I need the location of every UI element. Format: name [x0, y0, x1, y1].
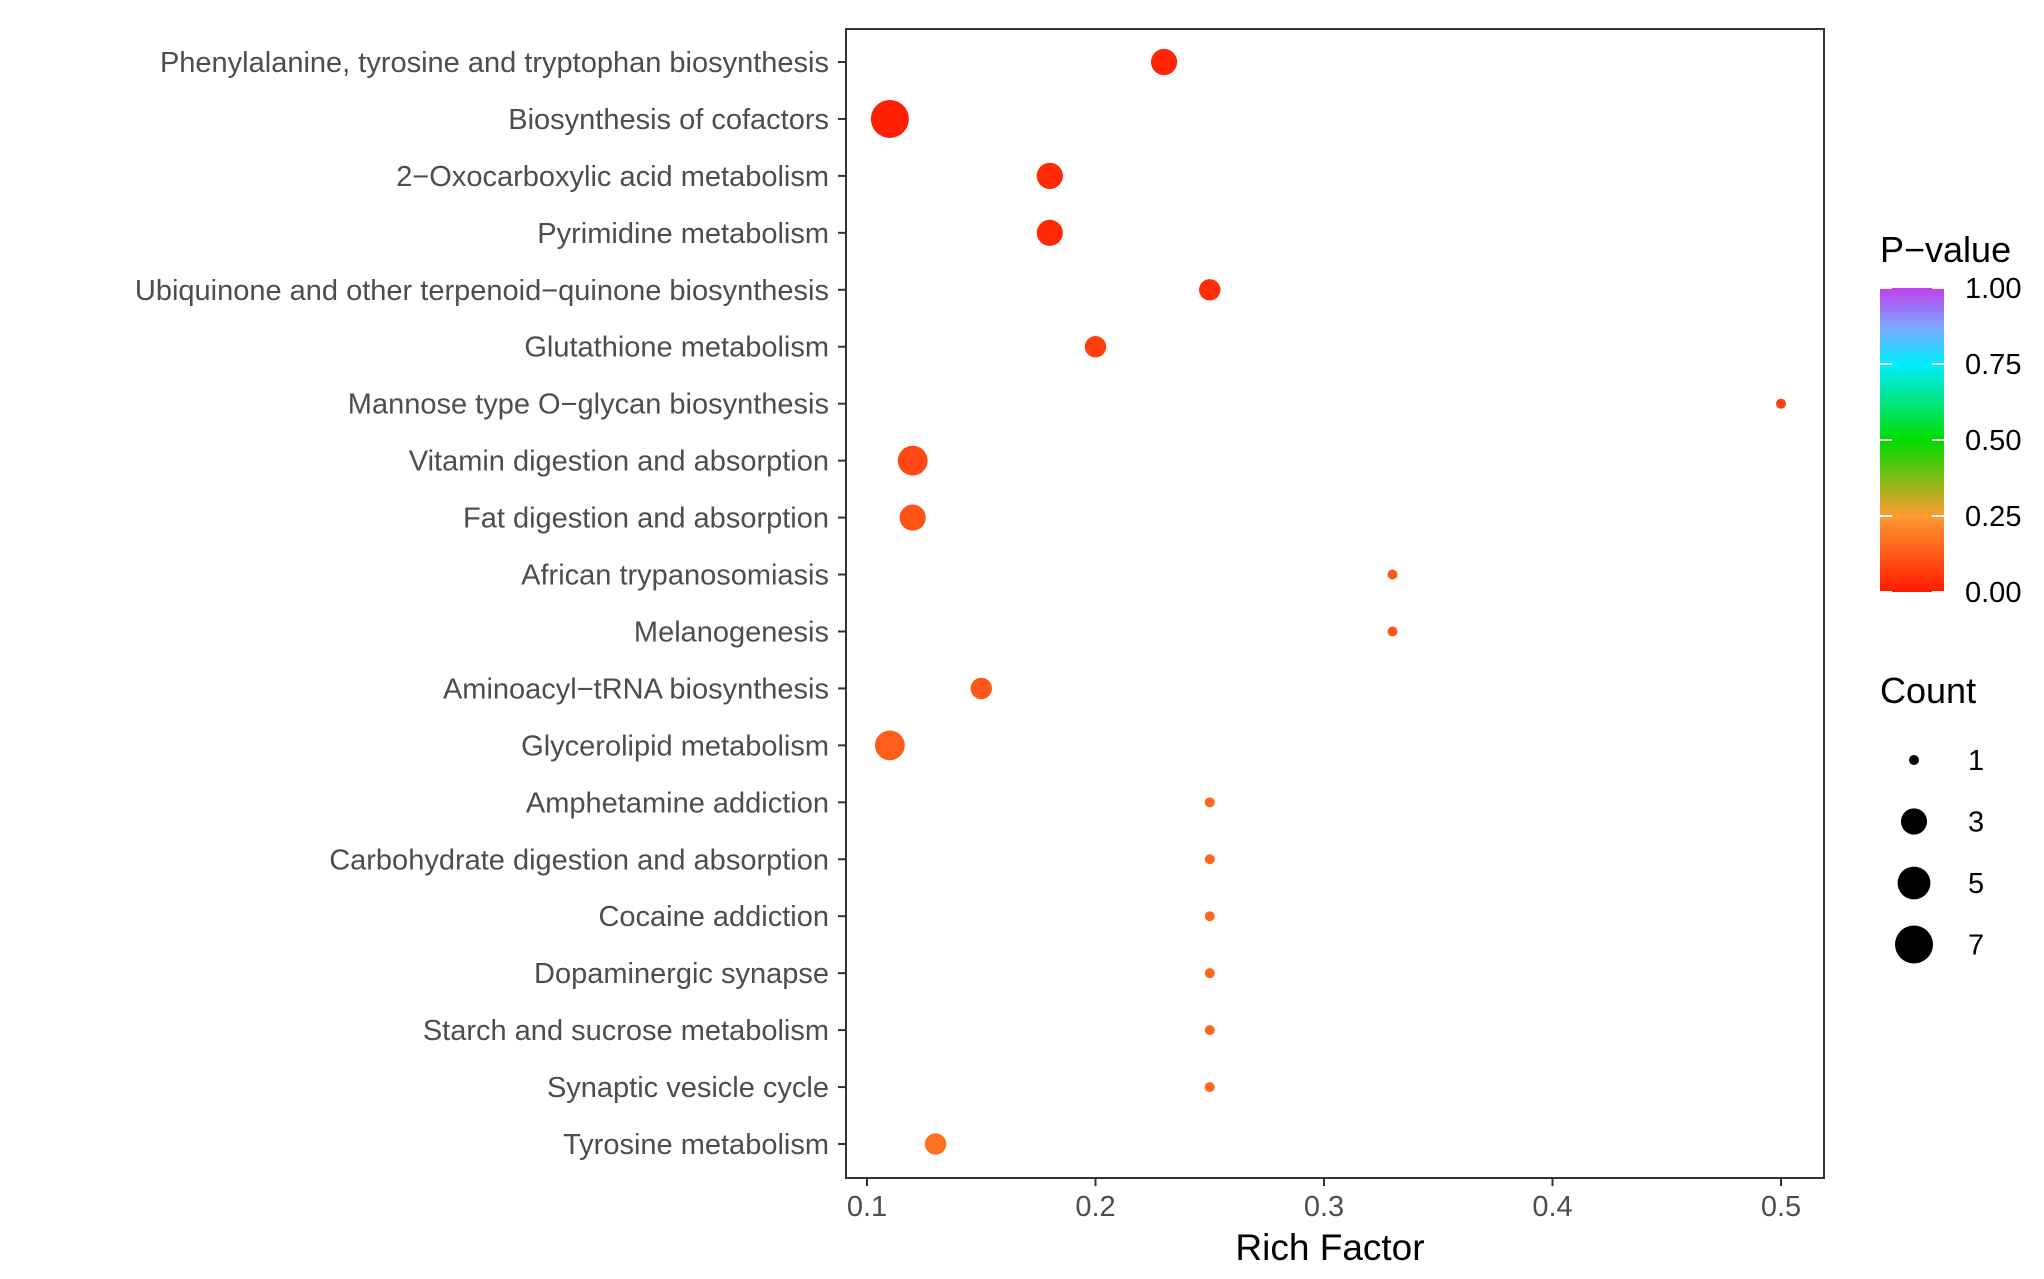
data-point — [897, 445, 928, 476]
y-tick-label: Dopaminergic synapse — [534, 958, 829, 990]
y-tick-label: African trypanosomiasis — [521, 560, 829, 592]
y-tick-label: Glutathione metabolism — [524, 332, 829, 364]
data-point — [1204, 1025, 1215, 1036]
colorbar-label: 0.00 — [1965, 577, 2021, 609]
y-tick-label: Starch and sucrose metabolism — [423, 1015, 829, 1047]
y-tick-label: Glycerolipid metabolism — [521, 730, 829, 762]
size-legend-dot — [1897, 866, 1931, 900]
colorbar-label: 0.25 — [1965, 501, 2021, 533]
size-legend-label: 3 — [1968, 807, 1984, 839]
x-tick-label: 0.2 — [1075, 1191, 1115, 1223]
data-point — [924, 1133, 947, 1155]
data-point — [1776, 398, 1786, 409]
colorbar-label: 0.50 — [1965, 425, 2021, 457]
data-point — [1204, 968, 1215, 979]
data-point — [1036, 219, 1063, 246]
size-legend-dot — [1900, 808, 1928, 835]
data-point — [1204, 797, 1215, 808]
size-legend-label: 5 — [1968, 868, 1984, 900]
data-point — [1387, 569, 1398, 580]
data-point — [870, 99, 909, 138]
size-legend-label: 7 — [1968, 930, 1984, 962]
y-tick-label: Amphetamine addiction — [526, 787, 829, 819]
x-tick-label: 0.5 — [1761, 1191, 1801, 1223]
y-tick-label: Phenylalanine, tyrosine and tryptophan b… — [160, 47, 829, 79]
data-point — [874, 730, 905, 761]
colorbar-label: 1.00 — [1965, 273, 2021, 305]
x-tick-label: 0.1 — [847, 1191, 887, 1223]
data-point — [899, 504, 926, 531]
data-point — [1150, 48, 1178, 76]
y-tick-label: Pyrimidine metabolism — [537, 218, 829, 250]
y-tick-label: Mannose type O−glycan biosynthesis — [348, 389, 829, 421]
size-legend-dot — [1909, 755, 1919, 765]
pvalue-legend-title: P−value — [1880, 229, 2011, 270]
plot-panel — [845, 28, 1825, 1179]
y-tick-label: Fat digestion and absorption — [463, 503, 829, 535]
data-point — [1036, 162, 1063, 189]
data-point — [1204, 1082, 1215, 1093]
y-tick-label: Tyrosine metabolism — [563, 1129, 829, 1161]
data-point — [1204, 854, 1215, 865]
size-legend-label: 1 — [1968, 745, 1984, 777]
x-tick-label: 0.4 — [1532, 1191, 1572, 1223]
data-point — [1199, 279, 1221, 301]
y-tick-label: Vitamin digestion and absorption — [409, 446, 829, 478]
y-tick-label: Synaptic vesicle cycle — [547, 1072, 829, 1104]
y-tick-label: Aminoacyl−tRNA biosynthesis — [443, 673, 829, 705]
y-tick-label: Melanogenesis — [634, 616, 829, 648]
x-axis-title: Rich Factor — [1235, 1227, 1424, 1268]
size-legend-dot — [1895, 925, 1933, 964]
y-tick-label: Ubiquinone and other terpenoid−quinone b… — [135, 275, 829, 307]
y-tick-label: Cocaine addiction — [598, 901, 829, 933]
count-legend-title: Count — [1880, 670, 1976, 711]
y-tick-label: Carbohydrate digestion and absorption — [329, 844, 829, 876]
data-point — [1204, 911, 1215, 922]
data-point — [970, 677, 992, 700]
colorbar-label: 0.75 — [1965, 349, 2021, 381]
y-tick-label: Biosynthesis of cofactors — [508, 104, 829, 136]
y-tick-label: 2−Oxocarboxylic acid metabolism — [396, 161, 829, 193]
x-tick-label: 0.3 — [1304, 1191, 1344, 1223]
data-point — [1387, 626, 1398, 637]
data-point — [1084, 336, 1107, 358]
